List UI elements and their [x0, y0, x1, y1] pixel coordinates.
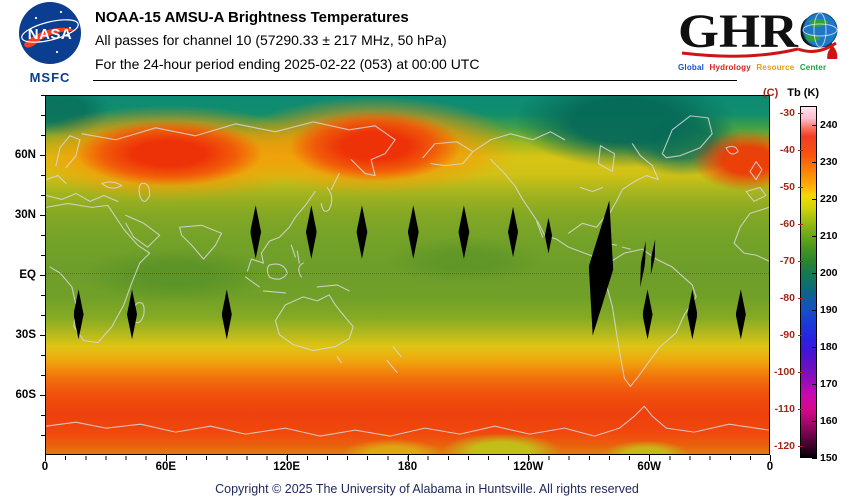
- colorbar-celsius-label: -70: [763, 255, 803, 267]
- lat-tick-label: 60N: [14, 149, 36, 161]
- orbit-gap: [638, 241, 648, 288]
- colorbar-kelvin-label: 240: [812, 118, 838, 131]
- orbit-gap: [250, 205, 262, 259]
- orbit-gap: [735, 289, 746, 340]
- ghrc-tagline-word: Center: [799, 63, 827, 72]
- ghrc-tagline: Global Hydrology Resource Center: [678, 63, 850, 72]
- orbit-gap: [507, 206, 519, 258]
- orbit-gap: [458, 205, 470, 259]
- orbit-gap: [642, 289, 653, 340]
- ghrc-tagline-word: Global: [678, 63, 705, 72]
- colorbar-kelvin-label: 150: [812, 452, 838, 464]
- copyright-text: Copyright © 2025 The University of Alaba…: [215, 482, 639, 496]
- orbit-gap: [544, 217, 553, 254]
- ghrc-logo-icon: GHRC: [678, 5, 838, 68]
- orbit-gap: [687, 289, 698, 340]
- nasa-wordmark: NASA: [28, 26, 73, 43]
- lon-minor-ticks: [45, 456, 771, 460]
- colorbar-units: (C) Tb (K): [763, 87, 854, 99]
- temperature-heatmap: [46, 96, 769, 454]
- lat-tick-label: 30S: [15, 329, 36, 341]
- lat-minor-ticks: [41, 95, 45, 455]
- msfc-label: MSFC: [29, 70, 71, 85]
- colorbar-kelvin-label: 230: [812, 155, 838, 168]
- colorbar-kelvin-label: 190: [812, 303, 838, 316]
- colorbar-kelvin-label: 170: [812, 377, 838, 390]
- lon-tick-label: 120W: [513, 461, 544, 473]
- ghrc-tagline-word: Hydrology: [709, 63, 751, 72]
- colorbar-celsius-label: -40: [763, 144, 803, 156]
- lat-tick-label: 60S: [15, 389, 36, 401]
- orbit-gap: [356, 205, 368, 259]
- lon-tick-label: 180: [397, 461, 418, 473]
- gap-layer: [46, 96, 769, 454]
- ghrc-logo-block: GHRC Global Hydrology Resource Center: [678, 3, 850, 72]
- colorbar-kelvin-unit: Tb (K): [787, 87, 820, 99]
- colorbar-celsius-label: -60: [763, 218, 803, 230]
- lat-tick-label: EQ: [19, 269, 36, 281]
- colorbar-labels: 240 230 220 210 200 190 180 170 160 150 -30 -40 -50 -…: [763, 106, 854, 464]
- lon-tick-label: 0: [766, 461, 774, 473]
- coastline-overlay: [46, 115, 769, 437]
- colorbar-kelvin-label: 220: [812, 192, 838, 205]
- colorbar-celsius-label: -100: [763, 366, 803, 378]
- orbit-gap: [221, 289, 232, 340]
- channel-subtitle: All passes for channel 10 (57290.33 ± 21…: [95, 32, 447, 48]
- colorbar-celsius-label: -90: [763, 329, 803, 341]
- orbit-gap: [305, 205, 317, 259]
- equator-artifact-line: [46, 272, 769, 274]
- ghrc-tagline-word: Resource: [756, 63, 795, 72]
- page-title: NOAA-15 AMSU-A Brightness Temperatures: [95, 9, 409, 26]
- lat-axis: 60N 30N EQ 30S 60S: [4, 95, 45, 455]
- lon-tick-label: 120E: [273, 461, 301, 473]
- colorbar-celsius-label: -80: [763, 292, 803, 304]
- orbit-gap: [73, 289, 84, 340]
- colorbar-celsius-label: -50: [763, 181, 803, 193]
- orbit-gap: [407, 205, 419, 259]
- orbit-gap: [581, 199, 622, 337]
- lon-tick-label: 60E: [155, 461, 177, 473]
- colorbar-celsius-unit: (C): [763, 87, 779, 99]
- period-subtitle: For the 24-hour period ending 2025-02-22…: [95, 56, 480, 72]
- colorbar-kelvin-label: 200: [812, 266, 838, 279]
- nasa-meatball-icon: NASA: [19, 2, 81, 64]
- orbit-gap: [126, 289, 138, 340]
- brightness-temperature-map: [45, 95, 770, 455]
- colorbar-scale: [800, 106, 817, 458]
- colorbar-celsius-label: -120: [763, 440, 803, 452]
- lon-tick-label: 0: [41, 461, 49, 473]
- orbit-gap: [649, 239, 657, 275]
- colorbar-kelvin-label: 180: [812, 340, 838, 353]
- nasa-logo-block: NASA MSFC: [14, 0, 86, 85]
- colorbar-kelvin-label: 160: [812, 414, 838, 427]
- colorbar-kelvin-label: 210: [812, 229, 838, 242]
- colorbar-celsius-label: -30: [763, 107, 803, 119]
- lat-tick-label: 30N: [14, 209, 36, 221]
- lon-tick-label: 60W: [637, 461, 661, 473]
- colorbar-celsius-label: -110: [763, 403, 803, 415]
- header-divider: [93, 80, 737, 81]
